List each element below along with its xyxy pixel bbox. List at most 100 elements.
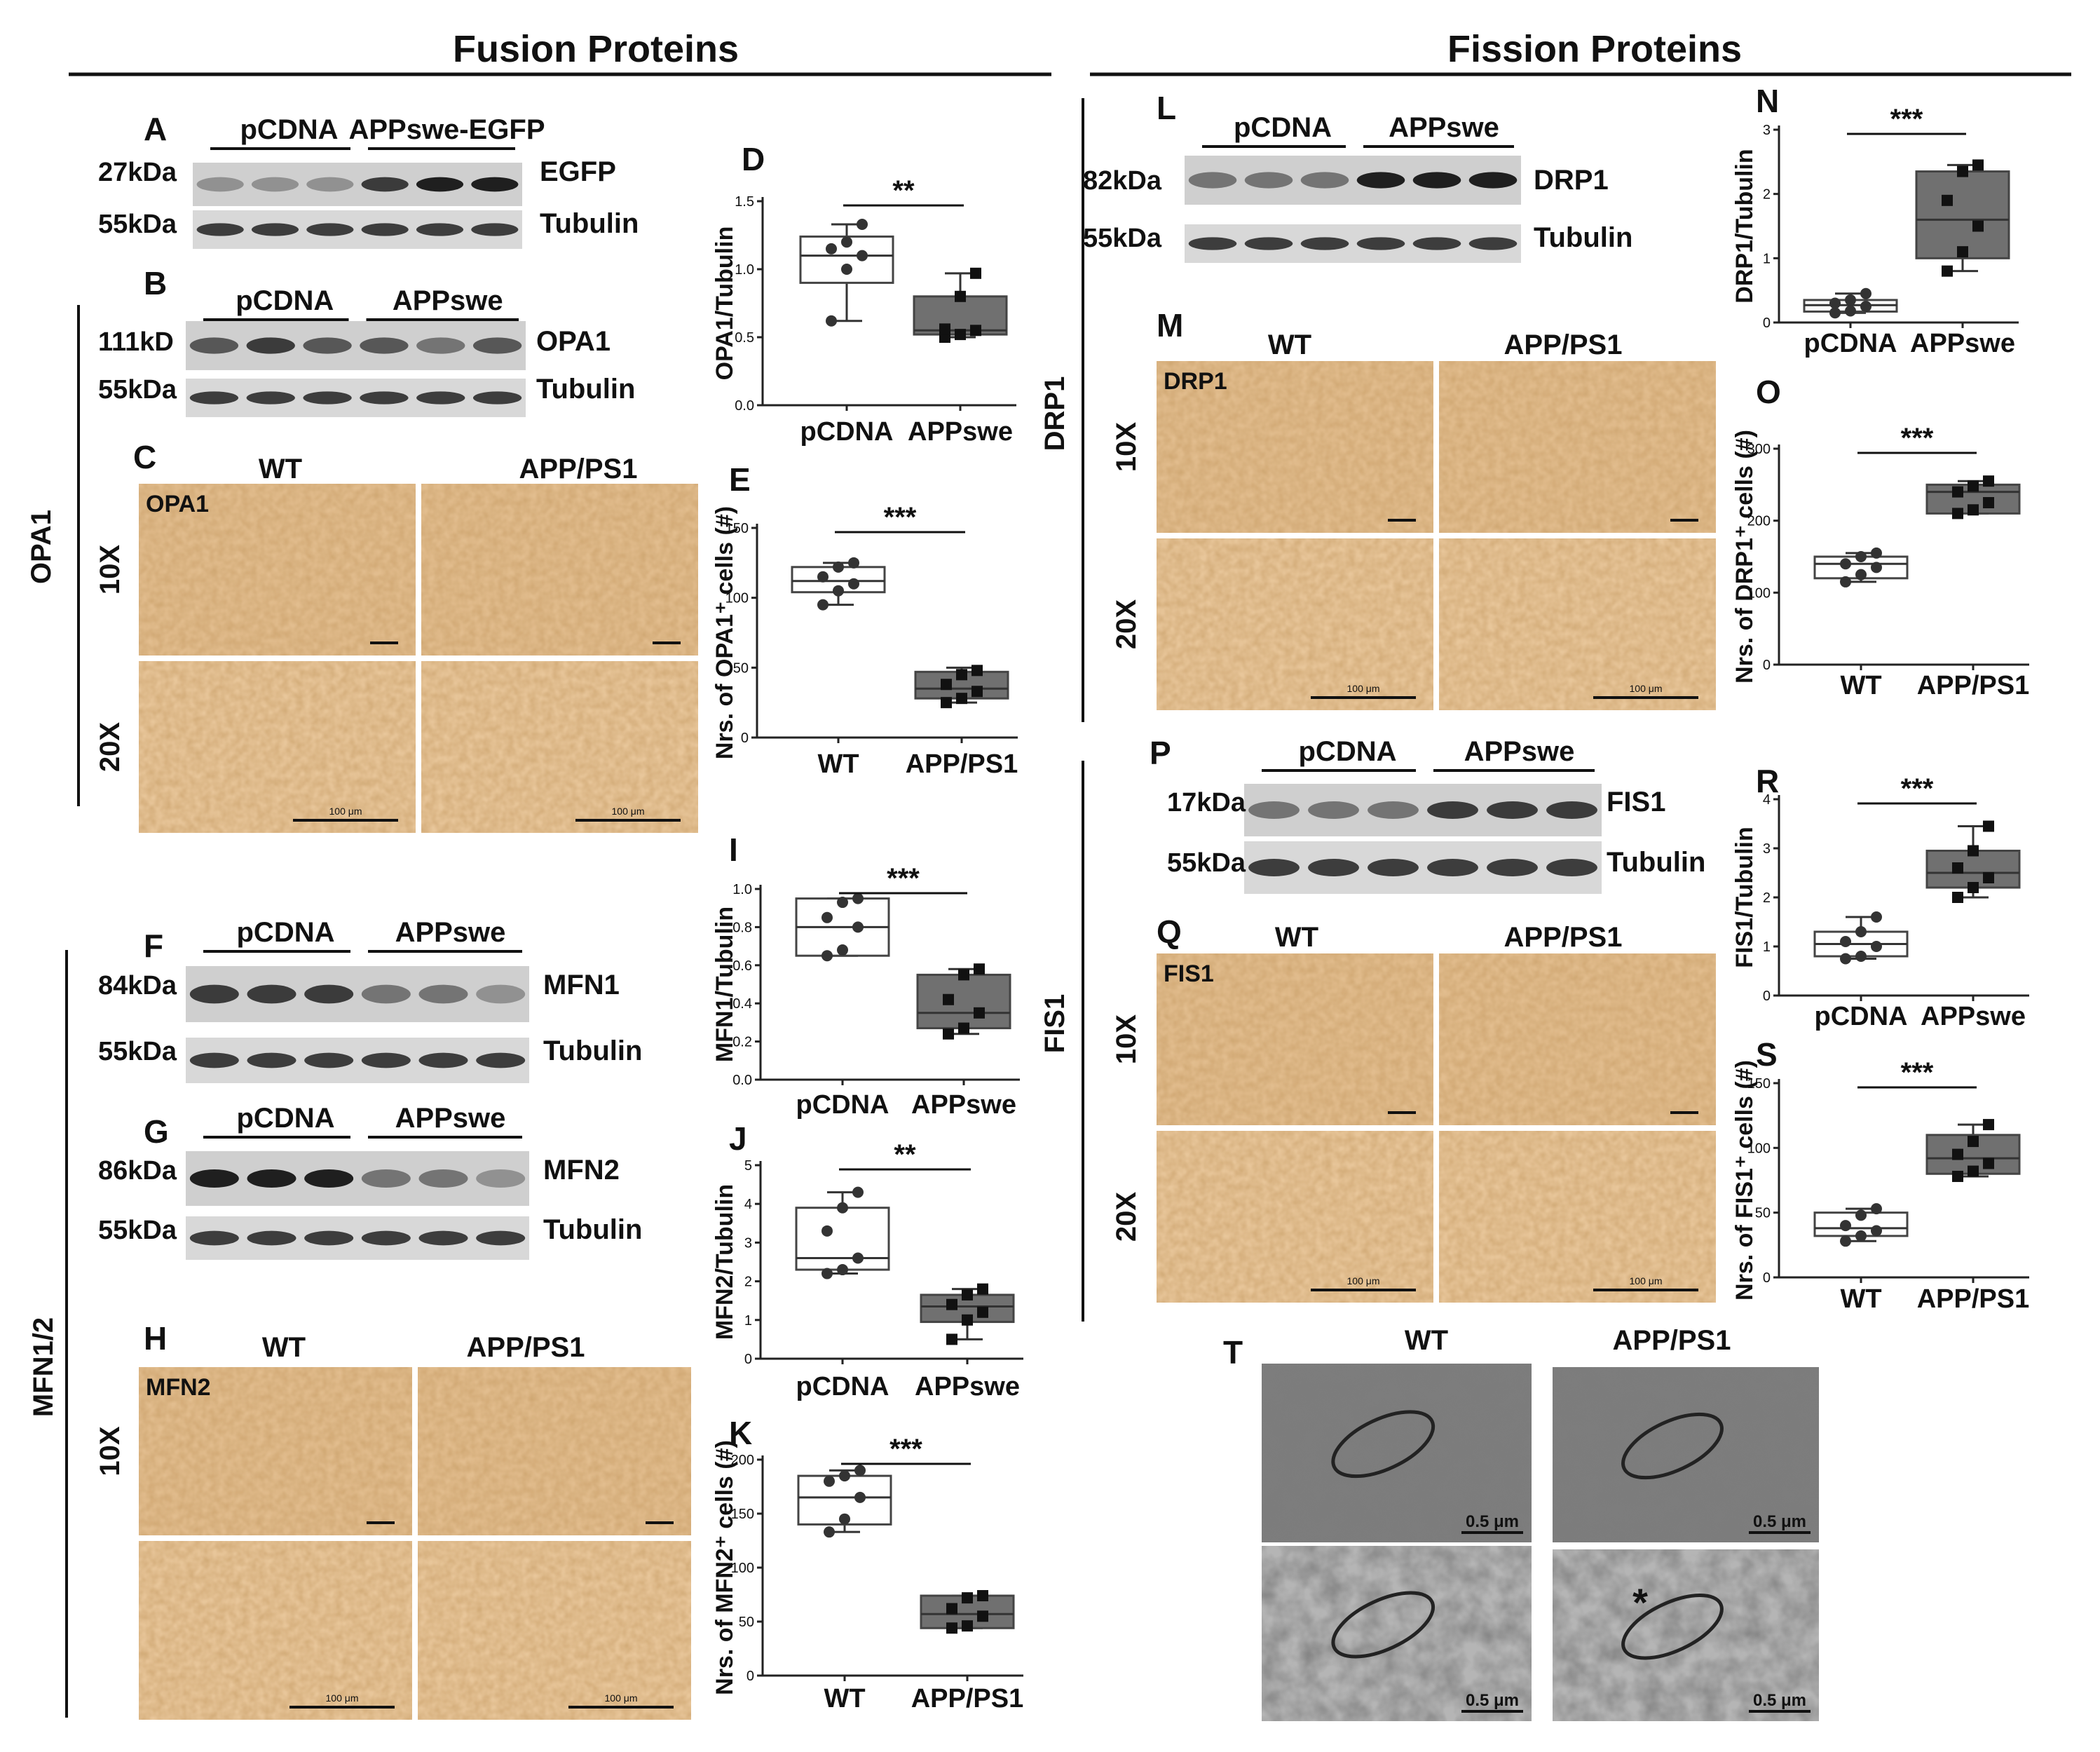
em-texture [1262, 1546, 1532, 1721]
blot-band [1300, 172, 1349, 189]
electron-micrographs: WT APP/PS1 0.5 μm 0.5 μm 0.5 μm 0.5 μm * [1262, 1325, 1819, 1721]
data-point [1840, 1235, 1851, 1247]
data-point [1983, 497, 1994, 508]
y-tick-label: 100 [1747, 585, 1771, 601]
scale-bar-label: 100 μm [329, 806, 362, 817]
data-point [852, 1252, 864, 1264]
magnification-label: 10X [95, 545, 125, 595]
data-point [946, 1298, 957, 1310]
data-point [852, 892, 864, 904]
stain-label: DRP1 [1164, 368, 1227, 395]
box-iqr [913, 295, 1008, 336]
blot-band [1368, 859, 1419, 876]
blot-protein-label: DRP1 [1534, 165, 1609, 196]
y-tick-label: 2 [744, 1275, 752, 1290]
panel-letter-k: K [729, 1415, 752, 1451]
data-point [962, 1289, 973, 1301]
panel-letter-b: B [144, 265, 167, 301]
tissue-texture [1439, 1131, 1716, 1303]
blot-g: pCDNA APPswe 86kDa 55kDa MFN2 Tubulin [98, 1103, 642, 1260]
data-point [970, 267, 981, 279]
category-label: pCDNA [1815, 1002, 1908, 1031]
category-label: pCDNA [796, 1372, 889, 1401]
y-tick-label: 0 [744, 1352, 752, 1367]
data-point [1871, 1203, 1882, 1215]
blot-band [416, 391, 465, 405]
tissue-texture [418, 1367, 691, 1535]
blot-membrane [1244, 841, 1602, 894]
blot-group-label: pCDNA [240, 114, 339, 145]
blot-mw-label: 55kDa [98, 1216, 177, 1245]
y-axis-label: DRP1/Tubulin [1731, 149, 1758, 303]
blot-band [246, 337, 295, 354]
data-point [854, 1491, 866, 1503]
panel-letter-e: E [729, 461, 751, 498]
data-point [839, 1513, 850, 1525]
magnification-label: 20X [1111, 1192, 1142, 1242]
panel-letter-i: I [729, 831, 738, 868]
y-tick-label: 1.5 [735, 194, 754, 210]
blot-band [361, 984, 411, 1004]
blot-membrane [193, 163, 522, 206]
panel-letter-p: P [1150, 735, 1171, 771]
panel-letters: A B C D E F G H I J K L M N O P Q R S T [133, 83, 1781, 1451]
blot-b: pCDNA APPswe 111kD 55kDa OPA1 Tubulin [98, 285, 635, 417]
panel-letter-t: T [1223, 1334, 1243, 1371]
data-point [970, 325, 981, 337]
data-point [1855, 1209, 1867, 1221]
em-scale-label: 0.5 μm [1466, 1512, 1519, 1531]
box-plot-j: 0 1 2 3 4 5 MFN2/Tubulin pCDNA APPswe ** [711, 1139, 1023, 1401]
y-tick-label: 200 [1747, 514, 1771, 529]
significance-stars: *** [1901, 773, 1934, 804]
category-label: WT [824, 1684, 865, 1713]
data-point [1972, 220, 1984, 232]
y-tick-label: 0.2 [732, 1035, 752, 1050]
histology-panels: WT APP/PS1 100 μm 100 μm OPA1 10X 20X WT APP/PS1… [95, 330, 1716, 1720]
blot-band [1368, 801, 1419, 819]
data-point [946, 1333, 957, 1345]
blot-band [1546, 859, 1597, 876]
blot-band [472, 391, 522, 405]
blot-band [247, 1052, 296, 1068]
category-label: pCDNA [800, 417, 894, 447]
y-tick-label: 200 [731, 1453, 754, 1468]
blot-band [416, 337, 465, 354]
panel-letter-a: A [144, 111, 167, 147]
y-tick-label: 1.0 [732, 882, 752, 897]
tissue-texture [1157, 1131, 1433, 1303]
data-point [1983, 1119, 1994, 1131]
scale-bar-label: 100 μm [1347, 1275, 1380, 1286]
blot-band [247, 984, 296, 1004]
data-point [958, 969, 969, 981]
blot-band [476, 984, 526, 1004]
blot-band [304, 1169, 354, 1188]
blot-membrane [1244, 784, 1602, 836]
y-tick-label: 1 [1763, 251, 1771, 266]
tissue-texture [139, 1367, 412, 1535]
data-point [943, 1028, 954, 1040]
em-scale-label: 0.5 μm [1466, 1691, 1519, 1710]
data-point [1952, 862, 1963, 874]
blot-membrane [186, 1216, 529, 1260]
data-point [1860, 301, 1871, 313]
panel-letter-n: N [1756, 83, 1779, 119]
data-point [1871, 562, 1882, 573]
y-tick-label: 2 [1763, 187, 1771, 203]
blot-band [1356, 172, 1405, 189]
blot-band [189, 984, 239, 1004]
fusion-header: Fusion Proteins [453, 28, 739, 70]
mitochondrion [1331, 1410, 1436, 1479]
blot-f: pCDNA APPswe 84kDa 55kDa MFN1 Tubulin [98, 917, 642, 1083]
tissue-texture [421, 661, 698, 833]
scale-bar-label: 100 μm [612, 806, 645, 817]
blot-protein-label: EGFP [540, 156, 616, 187]
blot-band [306, 223, 354, 236]
data-point [1952, 892, 1963, 903]
em-col-label: WT [1405, 1325, 1448, 1356]
blot-protein-label: FIS1 [1607, 787, 1665, 817]
y-tick-label: 1 [1763, 939, 1771, 955]
data-point [817, 571, 829, 583]
blot-band [196, 177, 244, 192]
